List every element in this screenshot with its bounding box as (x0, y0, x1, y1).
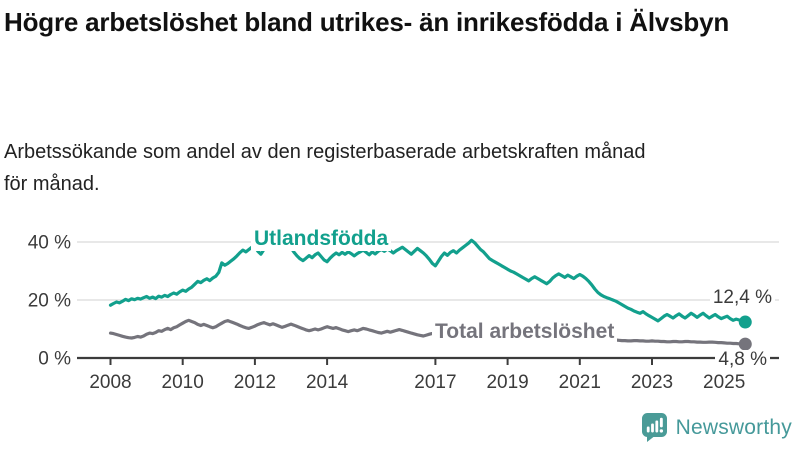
x-tick-label: 2010 (162, 372, 204, 393)
series-end-dot-0 (738, 315, 752, 329)
x-tick-label: 2025 (703, 372, 745, 393)
series-label-utlandsfodda: Utlandsfödda (251, 227, 392, 252)
y-tick-label: 40 % (28, 233, 71, 254)
x-tick-label: 2017 (414, 372, 456, 393)
series-line-1 (108, 318, 747, 346)
series-line-0 (108, 238, 747, 324)
x-tick-label: 2014 (306, 372, 349, 393)
page-title: Högre arbetslöshet bland utrikes- än inr… (4, 7, 730, 37)
x-tick-label: 2021 (559, 372, 601, 393)
y-tick-label: 0 % (38, 349, 71, 370)
x-tick-label: 2023 (631, 372, 673, 393)
newsworthy-logo: Newsworthy (641, 412, 792, 443)
end-value-label-total: 4,8 % (715, 349, 770, 371)
x-tick-label: 2008 (89, 372, 131, 393)
page-subtitle: Arbetssökande som andel av den registerb… (4, 141, 646, 195)
newsworthy-logo-text: Newsworthy (675, 415, 792, 439)
end-value-label-utlandsfodda: 12,4 % (709, 287, 775, 309)
series-end-dot-1 (738, 337, 752, 351)
x-tick-label: 2019 (486, 372, 528, 393)
newsworthy-speech-bubble-bar-chart-icon (641, 413, 667, 442)
y-tick-label: 20 % (28, 291, 71, 312)
series-label-total-arbetsloshet: Total arbetslöshet (432, 320, 618, 345)
x-tick-label: 2012 (234, 372, 276, 393)
